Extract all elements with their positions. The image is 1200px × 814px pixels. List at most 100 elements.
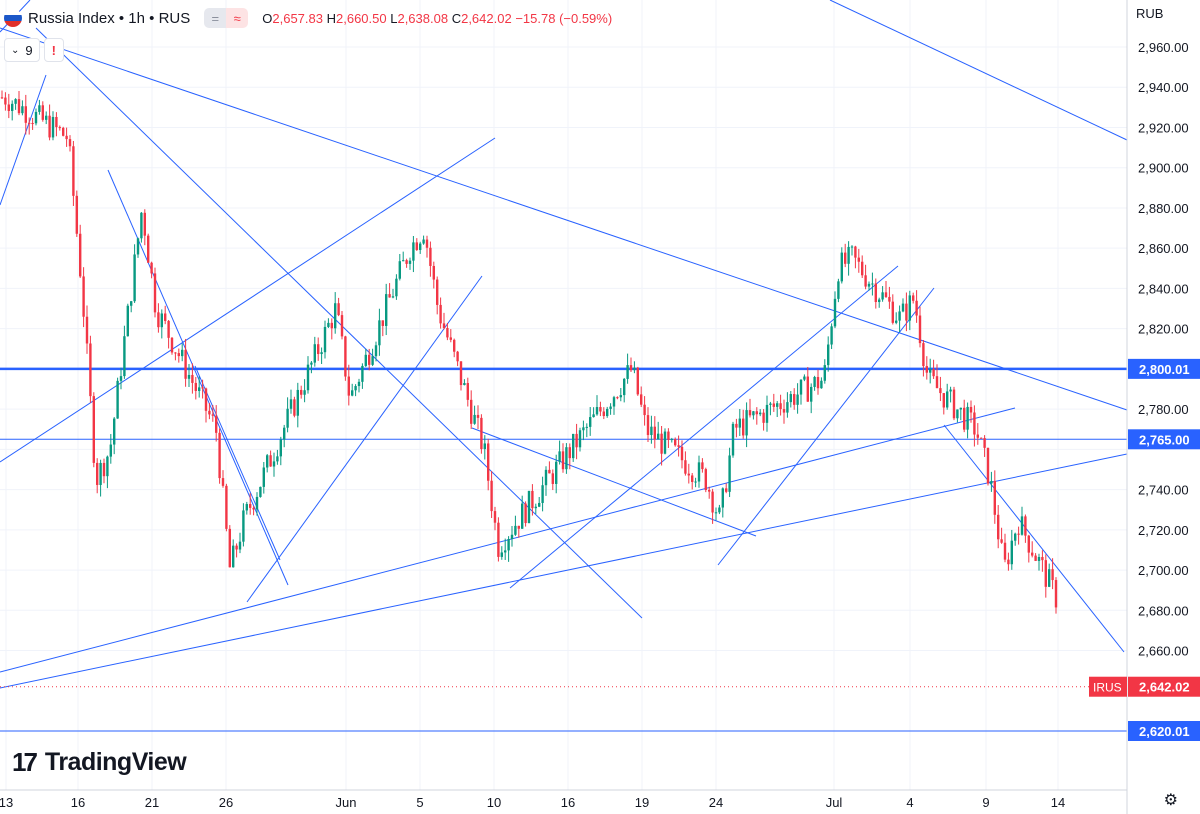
candle-body xyxy=(473,414,476,424)
candle-body xyxy=(143,212,146,236)
candle-body xyxy=(612,397,616,407)
candle-body xyxy=(721,488,724,508)
candle-body xyxy=(633,367,636,371)
candle-body xyxy=(691,475,694,482)
horizontal-levels[interactable]: 2,800.01 2,765.00 2,620.01 xyxy=(0,358,1200,741)
candle-body xyxy=(51,116,55,138)
candle-body xyxy=(378,320,381,346)
candle-body xyxy=(361,365,364,382)
trendline xyxy=(471,427,757,537)
candle-body xyxy=(762,412,765,423)
time-axis[interactable]: 13 16 21 26 Jun 5 10 16 19 24 Jul 4 9 14 xyxy=(0,795,1065,810)
candle-body xyxy=(728,455,731,492)
candle-body xyxy=(459,361,463,386)
candle-body xyxy=(507,539,510,551)
indicators-toggle[interactable]: ⌄ 9 xyxy=(4,38,40,62)
level-tag-text: 2,620.01 xyxy=(1139,724,1190,739)
candle-body xyxy=(983,438,986,448)
candle-body xyxy=(650,426,653,436)
candle-body xyxy=(164,313,167,321)
candle-body xyxy=(1010,540,1013,565)
candle-body xyxy=(221,478,225,486)
trendline xyxy=(829,0,1128,141)
level-tag-text: 2,765.00 xyxy=(1139,432,1190,447)
candle-body xyxy=(813,376,816,387)
time-tick-label: 10 xyxy=(487,795,501,810)
candle-body xyxy=(198,387,201,391)
candle-body xyxy=(133,254,136,302)
candle-body xyxy=(959,407,962,410)
indicator-count: 9 xyxy=(25,42,33,58)
candle-body xyxy=(286,408,289,428)
candle-body xyxy=(177,353,180,357)
trendline xyxy=(194,365,281,561)
candle-body xyxy=(963,407,966,430)
candle-body xyxy=(174,352,177,354)
candle-body xyxy=(371,356,374,365)
candle-body xyxy=(833,298,837,327)
trendlines[interactable] xyxy=(0,0,1128,689)
candle-body xyxy=(827,344,830,366)
candle-body xyxy=(864,275,867,287)
russia-flag-icon xyxy=(4,9,22,27)
candle-body xyxy=(997,514,1000,540)
candle-body xyxy=(980,437,983,439)
tv-logo-icon: 17 xyxy=(12,747,38,777)
trendline xyxy=(35,27,643,619)
candle-body xyxy=(891,301,894,323)
candle-body xyxy=(439,304,442,324)
warning-badge[interactable]: ! xyxy=(43,38,64,62)
candle-body xyxy=(653,426,656,440)
candle-body xyxy=(861,261,864,276)
candle-body xyxy=(538,502,541,507)
last-price-tag xyxy=(1128,676,1200,697)
candle-body xyxy=(191,374,194,383)
candle-body xyxy=(218,432,221,479)
price-tick-label: 2,960.00 xyxy=(1138,40,1189,55)
candle-body xyxy=(364,354,367,366)
candle-body xyxy=(453,339,456,352)
symbol-title[interactable]: Russia Index • 1h • RUS xyxy=(28,9,191,27)
candle-body xyxy=(31,123,34,125)
candle-body xyxy=(779,403,782,410)
candle-body xyxy=(595,407,599,415)
candle-body xyxy=(697,462,701,482)
candle-body xyxy=(106,456,109,477)
price-tick-label: 2,780.00 xyxy=(1138,402,1189,417)
candle-body xyxy=(708,489,711,492)
candle-body xyxy=(922,343,925,367)
symbol-tag xyxy=(1089,676,1127,697)
candle-body xyxy=(561,451,565,470)
candle-body xyxy=(449,337,452,340)
currency-label[interactable]: RUB xyxy=(1136,6,1164,21)
candle-body xyxy=(136,238,140,255)
equals-icon[interactable]: = xyxy=(204,8,227,28)
legend-controls[interactable]: ⌄ 9 ! xyxy=(4,38,64,62)
candle-body xyxy=(602,411,605,417)
candle-body xyxy=(932,369,935,377)
symbol-legend[interactable]: Russia Index • 1h • RUS = ≈ O2,657.83 H2… xyxy=(0,0,612,36)
approx-icon[interactable]: ≈ xyxy=(226,8,249,28)
candle-body xyxy=(330,322,333,329)
candle-body xyxy=(351,390,354,396)
candle-body xyxy=(905,303,908,321)
candle-body xyxy=(89,343,92,397)
candle-body xyxy=(1027,535,1030,553)
time-tick-label: 5 xyxy=(416,795,423,810)
tradingview-logo[interactable]: 17 TradingView xyxy=(12,747,187,778)
compare-pill[interactable]: = ≈ xyxy=(204,8,249,28)
trendline xyxy=(0,27,1128,411)
candle-body xyxy=(456,351,459,362)
candle-body xyxy=(755,411,758,415)
candle-body xyxy=(1020,516,1024,535)
candle-body xyxy=(480,417,483,450)
candle-body xyxy=(398,261,401,279)
candle-body xyxy=(1031,552,1034,556)
settings-gear-icon[interactable]: ⚙ xyxy=(1163,792,1178,809)
candle-body xyxy=(374,345,378,357)
candle-body xyxy=(918,315,922,344)
candle-body xyxy=(966,406,969,430)
candle-body xyxy=(419,243,422,250)
